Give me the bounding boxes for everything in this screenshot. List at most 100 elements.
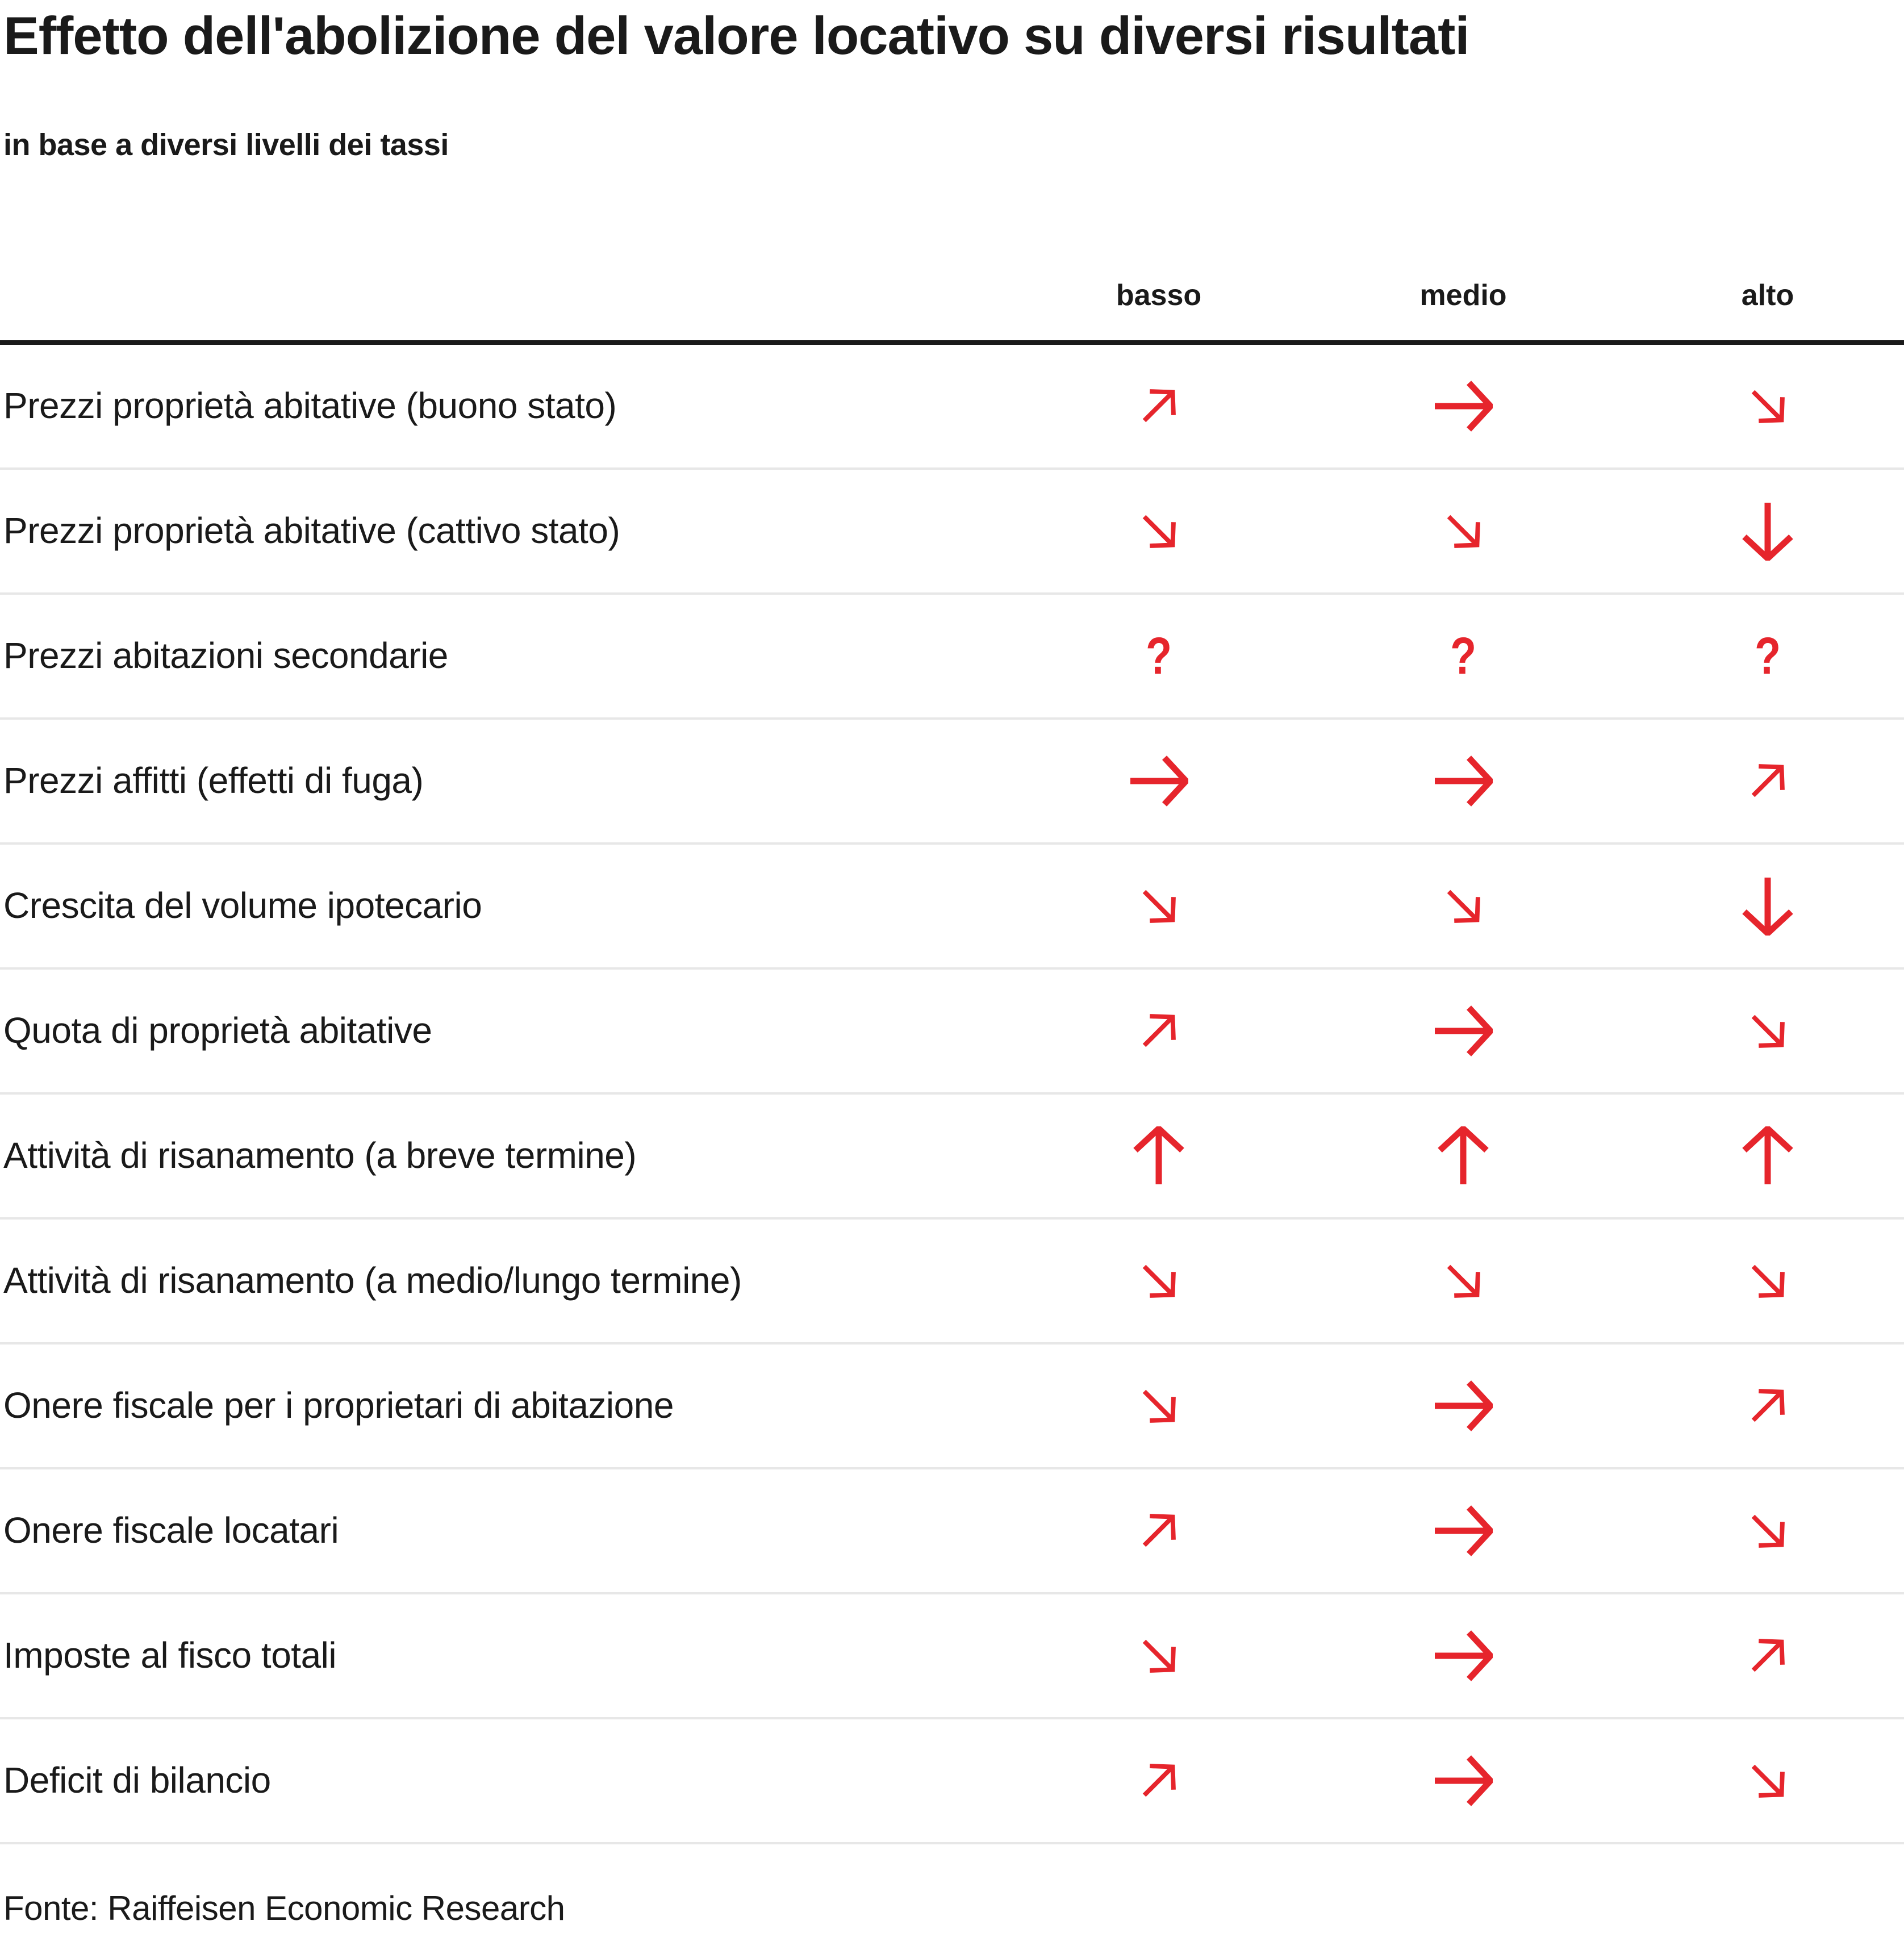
cell-basso (1022, 1501, 1295, 1560)
arrow-right-icon (1435, 1380, 1493, 1431)
table-row: Quota di proprietà abitative (0, 970, 1904, 1095)
table-header-row: basso medio alto (0, 160, 1904, 345)
arrow-up-icon (1133, 1126, 1184, 1184)
cell-medio (1295, 1751, 1631, 1810)
page-title: Effetto dell'abolizione del valore locat… (3, 6, 1470, 65)
arrow-down-right-icon (1142, 890, 1176, 923)
column-header-alto: alto (1741, 279, 1794, 312)
cell-basso (1022, 1626, 1295, 1685)
cell-alto (1631, 377, 1904, 436)
cell-basso (1022, 1251, 1295, 1310)
table-body: Prezzi proprietà abitative (buono stato)… (0, 345, 1904, 1844)
row-label: Prezzi abitazioni secondarie (3, 635, 448, 677)
cell-alto (1631, 1251, 1904, 1310)
arrow-down-right-icon (1142, 515, 1176, 548)
cell-alto (1631, 1126, 1904, 1185)
arrow-right-icon (1435, 381, 1493, 432)
question-mark-icon: ? (1450, 627, 1477, 685)
cell-alto (1631, 502, 1904, 561)
arrow-down-icon (1742, 503, 1793, 561)
arrow-up-right-icon (1142, 1764, 1176, 1797)
cell-alto (1631, 1751, 1904, 1810)
cell-basso (1022, 377, 1295, 436)
arrow-down-right-icon (1447, 1264, 1480, 1298)
cell-medio (1295, 1626, 1631, 1685)
arrow-down-right-icon (1751, 1264, 1785, 1298)
cell-basso: ? (1022, 630, 1295, 682)
table-row: Onere fiscale per i proprietari di abita… (0, 1344, 1904, 1469)
arrow-up-right-icon (1142, 389, 1176, 423)
source-note: Fonte: Raiffeisen Economic Research (3, 1889, 565, 1927)
cell-basso (1022, 502, 1295, 561)
arrow-down-right-icon (1751, 1764, 1785, 1798)
column-header-basso: basso (1116, 279, 1202, 312)
row-label: Prezzi proprietà abitative (buono stato) (3, 385, 617, 427)
cell-alto (1631, 1376, 1904, 1435)
row-label: Deficit di bilancio (3, 1760, 271, 1801)
cell-medio: ? (1295, 630, 1631, 682)
arrow-down-right-icon (1751, 1014, 1785, 1048)
cell-basso (1022, 1001, 1295, 1060)
arrow-up-right-icon (1751, 1639, 1785, 1672)
row-label: Attività di risanamento (a medio/lungo t… (3, 1260, 742, 1301)
row-label: Attività di risanamento (a breve termine… (3, 1135, 637, 1176)
cell-basso (1022, 1126, 1295, 1185)
arrow-up-icon (1742, 1126, 1793, 1184)
arrow-down-icon (1742, 878, 1793, 936)
arrow-right-icon (1435, 1005, 1493, 1057)
arrow-up-icon (1438, 1126, 1489, 1184)
arrow-down-right-icon (1142, 1639, 1176, 1673)
effects-table: basso medio alto Prezzi proprietà abitat… (0, 160, 1904, 1844)
cell-basso (1022, 1751, 1295, 1810)
cell-medio (1295, 502, 1631, 561)
table-row: Prezzi abitazioni secondarie ? ? ? (0, 595, 1904, 720)
row-label: Crescita del volume ipotecario (3, 885, 482, 926)
cell-medio (1295, 377, 1631, 436)
cell-medio (1295, 1126, 1631, 1185)
table-row: Prezzi proprietà abitative (cattivo stat… (0, 470, 1904, 595)
arrow-down-right-icon (1142, 1389, 1176, 1423)
cell-alto (1631, 1626, 1904, 1685)
cell-basso (1022, 1376, 1295, 1435)
arrow-right-icon (1435, 755, 1493, 807)
row-label: Prezzi proprietà abitative (cattivo stat… (3, 510, 620, 552)
cell-basso (1022, 876, 1295, 936)
table-row: Onere fiscale locatari (0, 1469, 1904, 1594)
arrow-right-icon (1130, 755, 1188, 807)
arrow-up-right-icon (1751, 1389, 1785, 1422)
table-row: Attività di risanamento (a medio/lungo t… (0, 1220, 1904, 1344)
arrow-up-right-icon (1751, 764, 1785, 797)
table-row: Crescita del volume ipotecario (0, 845, 1904, 970)
table-row: Imposte al fisco totali (0, 1594, 1904, 1719)
table-row: Deficit di bilancio (0, 1719, 1904, 1844)
cell-basso (1022, 751, 1295, 811)
cell-alto: ? (1631, 630, 1904, 682)
cell-medio (1295, 876, 1631, 936)
table-row: Prezzi proprietà abitative (buono stato) (0, 345, 1904, 470)
arrow-right-icon (1435, 1505, 1493, 1556)
row-label: Imposte al fisco totali (3, 1635, 337, 1676)
cell-medio (1295, 1251, 1631, 1310)
arrow-up-right-icon (1142, 1014, 1176, 1047)
page-subtitle: in base a diversi livelli dei tassi (3, 128, 449, 162)
cell-medio (1295, 1376, 1631, 1435)
arrow-down-right-icon (1751, 1514, 1785, 1548)
column-header-medio: medio (1419, 279, 1507, 312)
row-label: Onere fiscale locatari (3, 1510, 339, 1551)
question-mark-icon: ? (1754, 627, 1781, 685)
arrow-down-right-icon (1751, 390, 1785, 423)
arrow-down-right-icon (1142, 1264, 1176, 1298)
cell-medio (1295, 1001, 1631, 1060)
row-label: Quota di proprietà abitative (3, 1010, 432, 1051)
arrow-up-right-icon (1142, 1514, 1176, 1547)
cell-alto (1631, 1501, 1904, 1560)
arrow-down-right-icon (1447, 515, 1480, 548)
cell-medio (1295, 1501, 1631, 1560)
table-row: Prezzi affitti (effetti di fuga) (0, 720, 1904, 845)
question-mark-icon: ? (1145, 627, 1172, 685)
arrow-right-icon (1435, 1630, 1493, 1681)
table-row: Attività di risanamento (a breve termine… (0, 1095, 1904, 1220)
row-label: Prezzi affitti (effetti di fuga) (3, 760, 424, 801)
row-label: Onere fiscale per i proprietari di abita… (3, 1385, 674, 1426)
